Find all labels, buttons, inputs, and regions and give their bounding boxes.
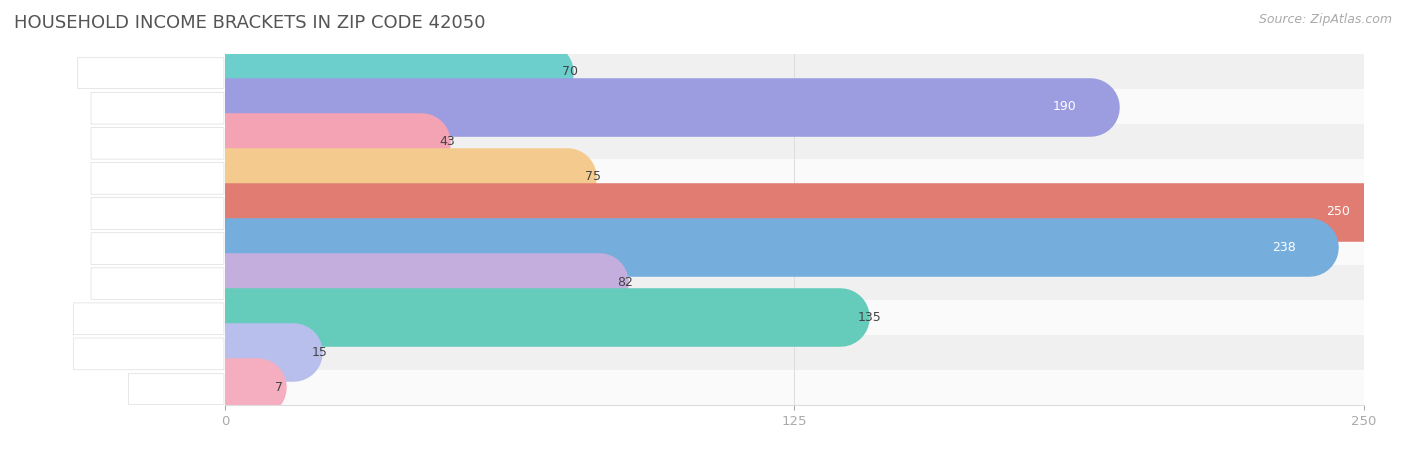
FancyBboxPatch shape <box>91 198 224 230</box>
Text: 15: 15 <box>312 346 328 359</box>
Bar <box>225 159 1364 194</box>
Text: 7: 7 <box>276 381 283 394</box>
FancyBboxPatch shape <box>91 92 224 124</box>
FancyBboxPatch shape <box>73 303 224 335</box>
Text: Source: ZipAtlas.com: Source: ZipAtlas.com <box>1258 14 1392 27</box>
Bar <box>225 61 544 82</box>
Bar <box>225 306 839 328</box>
Bar <box>225 300 1364 335</box>
Bar <box>225 194 1364 230</box>
Bar <box>225 342 294 363</box>
FancyBboxPatch shape <box>73 338 224 370</box>
Text: 82: 82 <box>617 276 633 288</box>
Bar <box>225 265 1364 300</box>
Bar <box>225 96 1091 117</box>
Text: 190: 190 <box>1053 100 1077 113</box>
Bar <box>225 201 1364 223</box>
Bar <box>225 89 1364 124</box>
Bar <box>225 236 1309 258</box>
Text: 70: 70 <box>562 65 578 78</box>
Bar <box>225 54 1364 89</box>
Bar <box>225 166 567 188</box>
Bar <box>225 335 1364 370</box>
FancyBboxPatch shape <box>91 162 224 194</box>
FancyBboxPatch shape <box>91 127 224 159</box>
FancyBboxPatch shape <box>128 374 224 405</box>
Bar <box>225 124 1364 159</box>
FancyBboxPatch shape <box>91 233 224 265</box>
Bar <box>225 370 1364 405</box>
FancyBboxPatch shape <box>91 268 224 300</box>
Text: 238: 238 <box>1272 241 1295 253</box>
Text: 75: 75 <box>585 171 600 183</box>
Bar <box>225 131 420 153</box>
Text: 135: 135 <box>858 311 882 324</box>
FancyBboxPatch shape <box>77 58 224 89</box>
Text: HOUSEHOLD INCOME BRACKETS IN ZIP CODE 42050: HOUSEHOLD INCOME BRACKETS IN ZIP CODE 42… <box>14 14 485 32</box>
Text: 250: 250 <box>1326 206 1350 218</box>
Bar <box>225 271 599 293</box>
Bar <box>225 230 1364 265</box>
Bar <box>225 377 257 398</box>
Text: 43: 43 <box>439 135 454 148</box>
